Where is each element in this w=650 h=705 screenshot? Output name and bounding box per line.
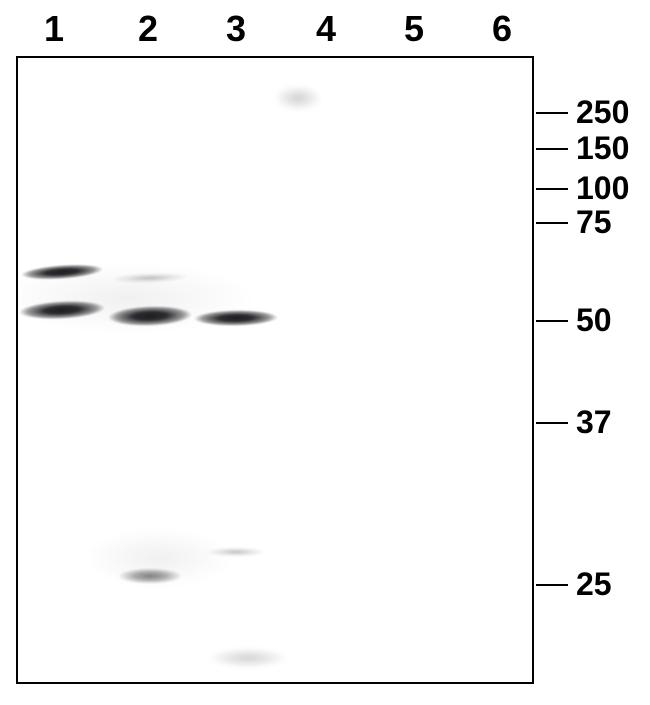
marker-tick-75 <box>536 222 568 224</box>
blot-membrane <box>18 58 532 682</box>
marker-tick-37 <box>536 422 568 424</box>
marker-tick-250 <box>536 112 568 114</box>
blot-frame <box>16 56 534 684</box>
smudge-0 <box>274 85 322 111</box>
band-lane3-5 <box>194 309 278 326</box>
marker-tick-150 <box>536 148 568 150</box>
marker-label-100: 100 <box>576 170 629 207</box>
marker-tick-100 <box>536 188 568 190</box>
marker-label-50: 50 <box>576 302 612 339</box>
band-lane2-4 <box>118 568 182 584</box>
marker-label-37: 37 <box>576 404 612 441</box>
lane-label-3: 3 <box>226 8 246 50</box>
lane-label-6: 6 <box>492 8 512 50</box>
band-lane3-6 <box>206 547 266 557</box>
lane-label-5: 5 <box>404 8 424 50</box>
marker-tick-50 <box>536 320 568 322</box>
lane-label-2: 2 <box>138 8 158 50</box>
marker-label-250: 250 <box>576 94 629 131</box>
marker-label-25: 25 <box>576 566 612 603</box>
marker-tick-25 <box>536 584 568 586</box>
marker-label-150: 150 <box>576 130 629 167</box>
marker-label-75: 75 <box>576 204 612 241</box>
lane-label-1: 1 <box>44 8 64 50</box>
smudge-1 <box>208 648 288 668</box>
lane-label-4: 4 <box>316 8 336 50</box>
